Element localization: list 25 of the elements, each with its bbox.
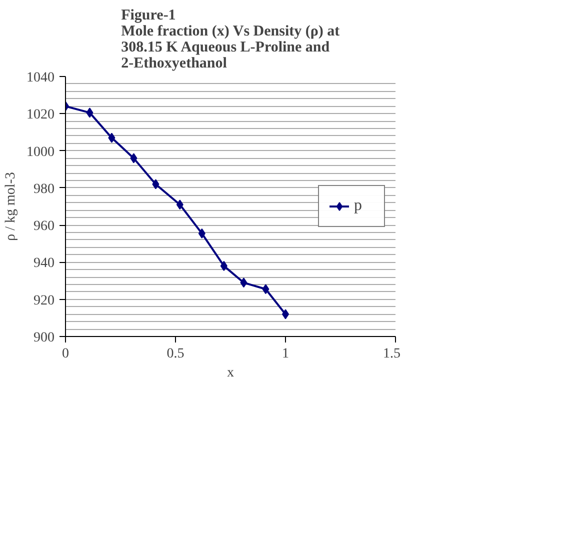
point: [130, 153, 138, 164]
x-tick-label: 1.5: [383, 346, 400, 362]
legend-label: p: [354, 197, 363, 215]
y-tick-label: 980: [34, 182, 54, 197]
chart-title: Figure-1 Mole fraction (x) Vs Density (ρ) at 308.15 K Aqueous L-Proline and 2-Ethoxyethanol: [121, 8, 340, 72]
y-tick-label: 960: [34, 219, 54, 234]
x-tick-label: 0: [62, 346, 69, 362]
y-tick-label: 920: [34, 293, 54, 308]
x-axis-title: x: [227, 366, 234, 380]
y-tick-label: 1040: [26, 70, 54, 86]
y-tick-label: 940: [34, 256, 54, 272]
point: [152, 179, 160, 190]
x-tick-label: 0.5: [166, 346, 184, 362]
point: [176, 200, 184, 210]
x-tick-label: 1: [282, 346, 289, 362]
y-axis-title: ρ / kg mol-3: [4, 172, 18, 241]
point: [86, 108, 94, 118]
point: [108, 132, 116, 143]
y-tick-label: 1020: [26, 108, 54, 123]
y-tick-label: 1000: [26, 144, 54, 160]
point: [198, 228, 206, 238]
point: [262, 284, 270, 294]
y-tick-label: 900: [34, 330, 54, 346]
point: [240, 278, 248, 288]
point: [220, 260, 228, 271]
